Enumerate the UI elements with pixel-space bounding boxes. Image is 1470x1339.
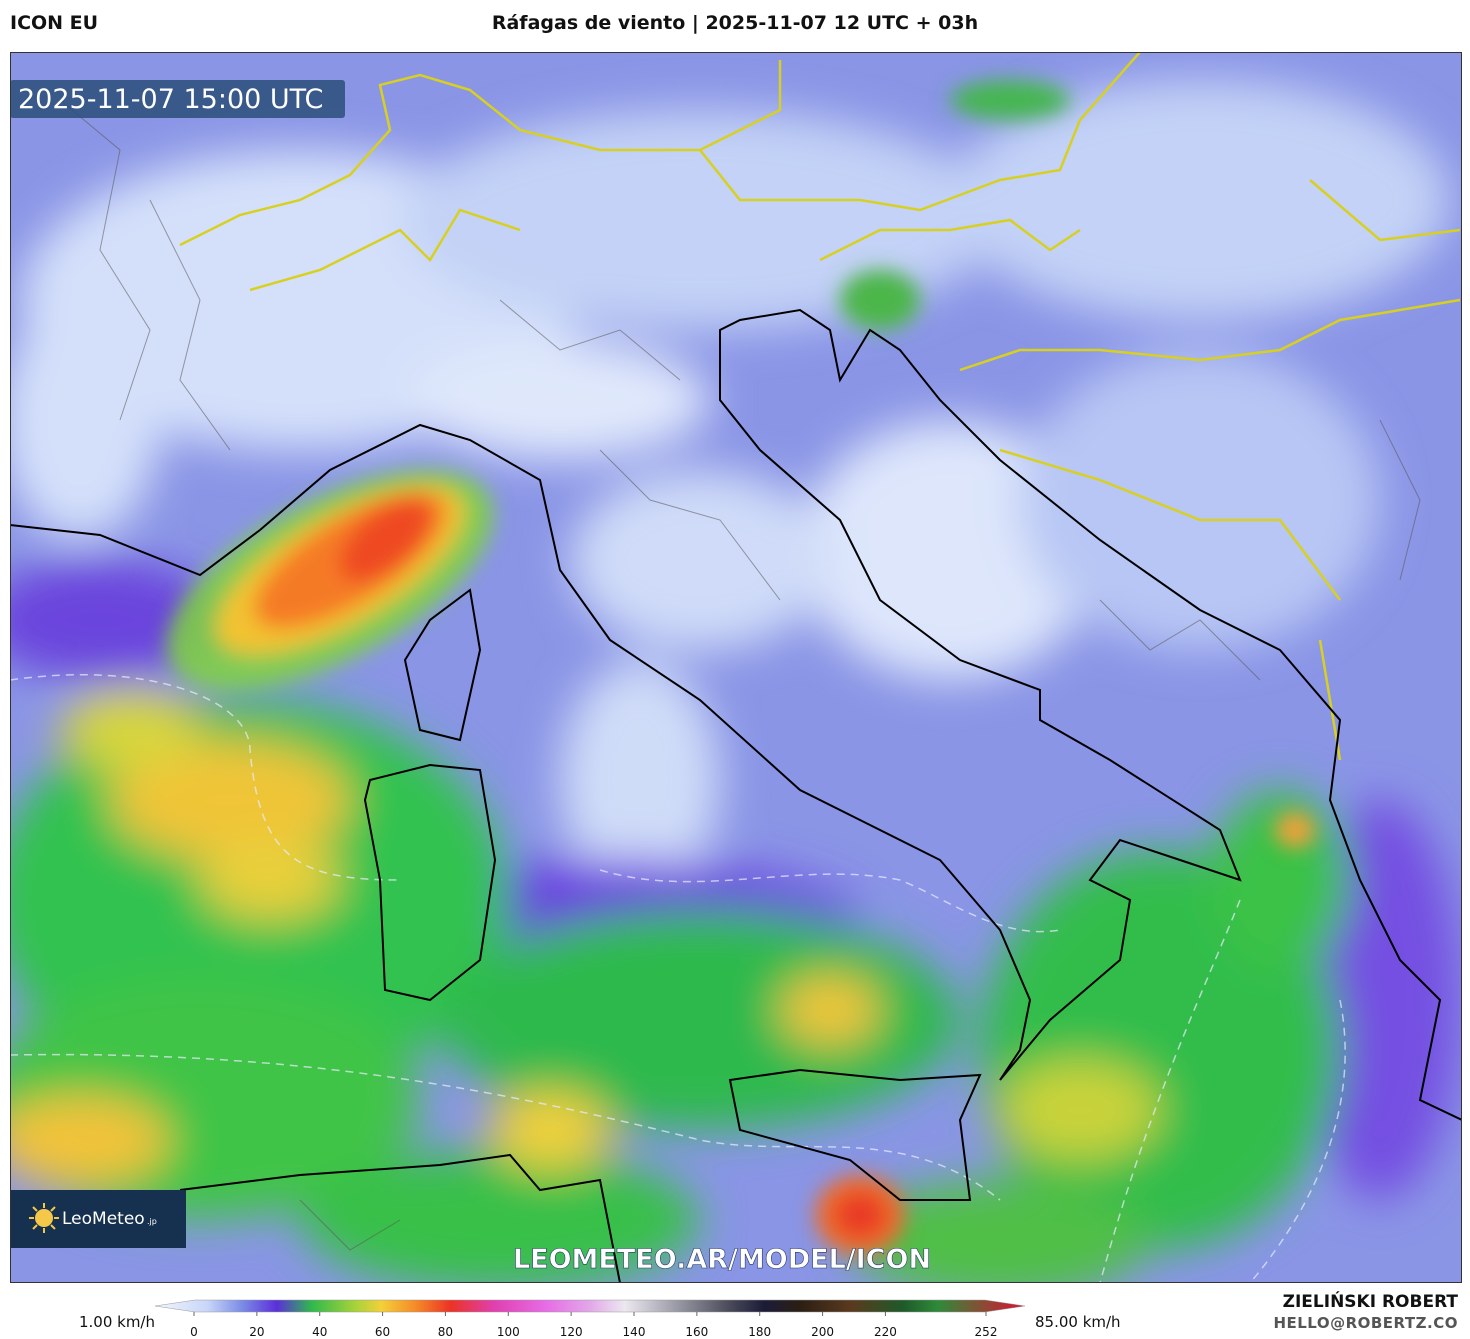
colorbar-tick-label: 220 [874,1325,897,1339]
logo-suffix: .jp [147,1217,157,1226]
logo-name: LeoMeteo [62,1209,145,1229]
model-name: ICON EU [10,12,99,34]
author: ZIELIŃSKI ROBERT [1282,1292,1458,1312]
gust-core [166,80,1315,1255]
colorbar-ramp [154,1299,1026,1313]
watermark: LEOMETEO.AR/MODEL/ICON [513,1244,931,1275]
colorbar-tick-label: 100 [497,1325,520,1339]
coastline [10,308,1462,1283]
colorbar-min-label: 1.00 km/h [79,1313,155,1331]
map-title: Ráfagas de viento | 2025-11-07 12 UTC + … [491,12,979,34]
isobars [10,674,1346,1283]
colorbar-tick-label: 140 [623,1325,646,1339]
region-borders [59,99,1421,1251]
map-frame [10,52,1462,1283]
colorbar-tick-label: 40 [312,1325,327,1339]
timestamp-box [10,80,345,118]
country-borders [179,52,1461,761]
colorbar-max-label: 85.00 km/h [1035,1313,1121,1331]
colorbar-tick-label: 20 [249,1325,264,1339]
wind-gust-map: 2025-11-07 15:00 UTC LeoMeteo .jp LEOMET… [10,52,1462,1283]
colorbar-tick-label: 252 [975,1325,998,1339]
colorbar-tick-label: 200 [811,1325,834,1339]
timestamp: 2025-11-07 15:00 UTC [18,84,323,115]
colorbar-tick-label: 60 [375,1325,390,1339]
colorbar-tick-label: 80 [438,1325,453,1339]
colorbar-tick-label: 120 [560,1325,583,1339]
colorbar-tick-label: 0 [190,1325,198,1339]
colorbar-tick-label: 180 [748,1325,771,1339]
email: HELLO@ROBERTZ.CO [1273,1314,1458,1332]
logo-sun [29,1203,59,1233]
colorbar: 1.00 km/h 85.00 km/h 0 20 40 60 80 100 120 140 1… [79,1299,1121,1339]
colorbar-tick-label: 160 [685,1325,708,1339]
